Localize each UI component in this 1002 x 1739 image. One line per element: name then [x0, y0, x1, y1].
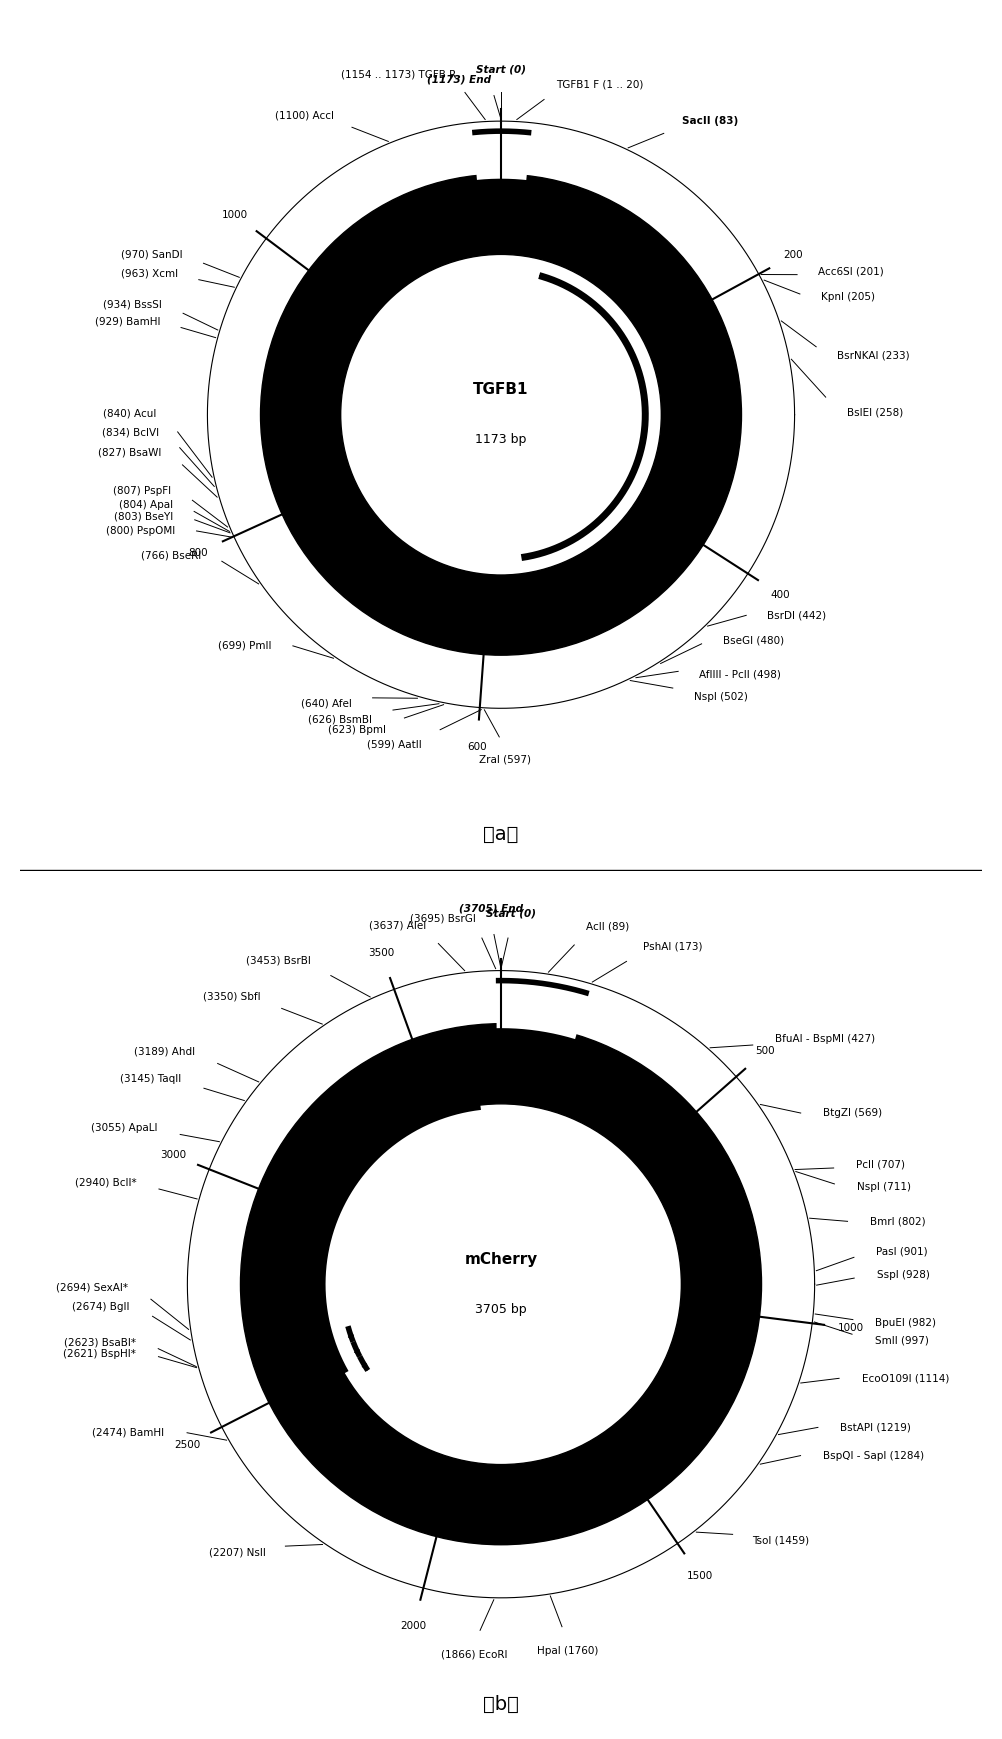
- Text: EcoO109I (1114): EcoO109I (1114): [862, 1374, 949, 1383]
- Text: HpaI (1760): HpaI (1760): [537, 1647, 598, 1656]
- Text: （b）: （b）: [483, 1696, 519, 1713]
- Text: mCherry: mCherry: [322, 1181, 349, 1223]
- Text: 600: 600: [467, 741, 487, 751]
- Text: BmrI (802): BmrI (802): [870, 1216, 926, 1226]
- Text: (1100) AccI: (1100) AccI: [275, 110, 334, 120]
- Text: 3500: 3500: [368, 948, 394, 958]
- Text: (3055) ApaLI: (3055) ApaLI: [91, 1123, 157, 1134]
- Text: (2474) BamHI: (2474) BamHI: [92, 1428, 164, 1438]
- Text: BslEI (258): BslEI (258): [847, 407, 903, 417]
- Text: (2621) BspHI*: (2621) BspHI*: [63, 1349, 136, 1358]
- Text: 3705 bp: 3705 bp: [475, 1303, 527, 1316]
- Text: (3637) AleI: (3637) AleI: [369, 920, 426, 930]
- Text: (970) SanDI: (970) SanDI: [121, 249, 182, 259]
- Text: TGFB1: TGFB1: [473, 383, 529, 396]
- Text: mCherry: mCherry: [464, 1252, 538, 1266]
- Text: (2207) NsII: (2207) NsII: [209, 1548, 266, 1556]
- Text: BspQI - SapI (1284): BspQI - SapI (1284): [823, 1450, 924, 1461]
- Text: (699) PmlI: (699) PmlI: [218, 642, 272, 650]
- Text: (626) BsmBI: (626) BsmBI: [308, 715, 372, 723]
- Text: (2694) SexAI*: (2694) SexAI*: [56, 1282, 128, 1292]
- Text: 3000: 3000: [159, 1149, 186, 1160]
- Text: (766) BseRI: (766) BseRI: [140, 550, 200, 560]
- Text: (2623) BsaBI*: (2623) BsaBI*: [64, 1337, 135, 1348]
- Text: (834) BclVI: (834) BclVI: [101, 428, 158, 438]
- Text: NspI (711): NspI (711): [857, 1183, 911, 1191]
- Text: TGFB1 F (1 .. 20): TGFB1 F (1 .. 20): [556, 80, 643, 89]
- Text: KpnI (205): KpnI (205): [821, 292, 875, 303]
- Text: BtgZI (569): BtgZI (569): [824, 1108, 883, 1118]
- Text: SspI (928): SspI (928): [877, 1269, 930, 1280]
- Text: (3145) TaqII: (3145) TaqII: [120, 1075, 181, 1083]
- Text: Start (0): Start (0): [486, 908, 536, 918]
- Text: (3350) SbfI: (3350) SbfI: [203, 991, 261, 1002]
- Text: 2500: 2500: [174, 1440, 200, 1450]
- Text: SacII (83): SacII (83): [681, 117, 738, 127]
- Text: Start (0): Start (0): [476, 64, 526, 75]
- Text: PasI (901): PasI (901): [877, 1247, 928, 1256]
- Text: (3189) AhdI: (3189) AhdI: [134, 1047, 195, 1057]
- Text: (1173) End: (1173) End: [427, 75, 491, 83]
- Text: (623) BpmI: (623) BpmI: [329, 725, 387, 736]
- Text: AfIIII - PcII (498): AfIIII - PcII (498): [699, 670, 782, 680]
- Text: 1000: 1000: [221, 210, 248, 219]
- Text: 200: 200: [784, 250, 803, 261]
- Text: NspI (502): NspI (502): [693, 692, 747, 703]
- Text: BsrNKAI (233): BsrNKAI (233): [838, 351, 910, 360]
- Text: (3695) BsrGI: (3695) BsrGI: [410, 913, 476, 923]
- Text: 1173 bp: 1173 bp: [475, 433, 527, 447]
- Text: BsrDI (442): BsrDI (442): [768, 610, 827, 621]
- Text: ZraI (597): ZraI (597): [479, 755, 531, 765]
- Text: BseGI (480): BseGI (480): [722, 636, 784, 645]
- Text: PcII (707): PcII (707): [857, 1160, 905, 1170]
- Text: 800: 800: [188, 548, 208, 558]
- Text: 400: 400: [771, 590, 791, 600]
- Text: 2000: 2000: [401, 1621, 427, 1631]
- Text: TsoI (1459): TsoI (1459): [753, 1536, 810, 1546]
- Text: (807) PspFI: (807) PspFI: [113, 487, 171, 496]
- Text: (3705) End: (3705) End: [459, 904, 523, 913]
- Text: (1866) EcoRI: (1866) EcoRI: [441, 1650, 507, 1659]
- Text: (599) AatII: (599) AatII: [368, 739, 422, 750]
- Text: (929) BamHI: (929) BamHI: [94, 316, 160, 327]
- Text: SmII (997): SmII (997): [875, 1336, 929, 1346]
- Text: (2940) BcII*: (2940) BcII*: [75, 1177, 136, 1188]
- Text: 1500: 1500: [686, 1570, 712, 1581]
- Text: AcII (89): AcII (89): [586, 922, 629, 932]
- Text: (827) BsaWI: (827) BsaWI: [98, 449, 161, 457]
- Text: 500: 500: [756, 1045, 776, 1056]
- Text: PshAI (173): PshAI (173): [643, 941, 702, 951]
- Text: BfuAI - BspMI (427): BfuAI - BspMI (427): [776, 1035, 876, 1043]
- Text: (640) AfeI: (640) AfeI: [301, 699, 352, 710]
- Text: (800) PspOMI: (800) PspOMI: [106, 525, 175, 536]
- Text: (840) AcuI: (840) AcuI: [103, 409, 156, 419]
- Text: BpuEI (982): BpuEI (982): [876, 1318, 937, 1327]
- Text: Acc6SI (201): Acc6SI (201): [819, 266, 884, 277]
- Text: （a）: （a）: [483, 826, 519, 843]
- Text: (934) BssSI: (934) BssSI: [103, 299, 162, 310]
- Text: (2674) BgII: (2674) BgII: [72, 1303, 130, 1313]
- Text: (803) BseYI: (803) BseYI: [114, 511, 173, 522]
- Text: (963) XcmI: (963) XcmI: [120, 268, 177, 278]
- Text: 1000: 1000: [838, 1323, 864, 1334]
- Text: (804) ApaI: (804) ApaI: [119, 501, 173, 511]
- Text: BstAPI (1219): BstAPI (1219): [841, 1423, 912, 1433]
- Text: (3453) BsrBI: (3453) BsrBI: [246, 955, 312, 965]
- Text: (1154 .. 1173) TGFB R: (1154 .. 1173) TGFB R: [341, 70, 456, 80]
